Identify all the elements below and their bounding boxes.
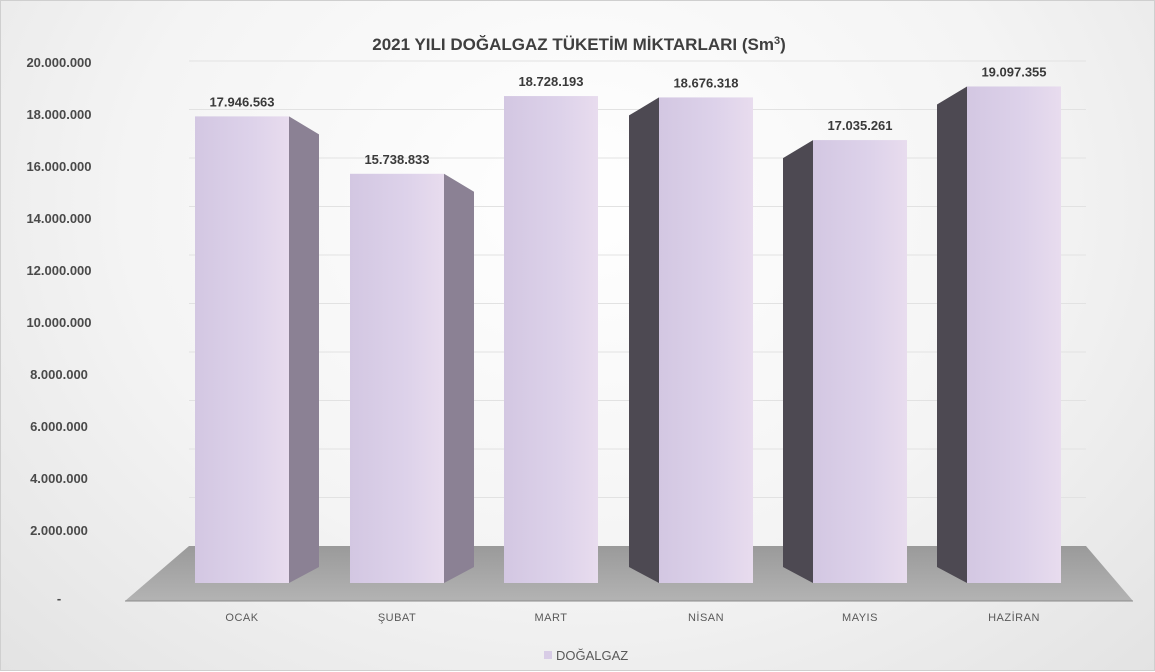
y-tick-label: 14.000.000 <box>26 211 91 226</box>
y-tick-label: 4.000.000 <box>30 471 88 486</box>
data-label: 15.738.833 <box>364 152 429 167</box>
bar-side-face <box>783 140 813 583</box>
data-label: 19.097.355 <box>981 64 1046 79</box>
y-tick-label: 10.000.000 <box>26 315 91 330</box>
y-tick-label: 2.000.000 <box>30 523 88 538</box>
bar-column: 18.728.193 <box>504 74 598 583</box>
y-tick-label: 8.000.000 <box>30 367 88 382</box>
bar-side-face <box>444 173 474 583</box>
y-tick-label: 12.000.000 <box>26 263 91 278</box>
legend-label: DOĞALGAZ <box>556 648 628 663</box>
bar-column: 15.738.833 <box>350 152 474 583</box>
y-tick-label: 20.000.000 <box>26 55 91 70</box>
x-category-label: OCAK <box>225 612 258 624</box>
bar <box>967 86 1061 583</box>
data-label: 17.035.261 <box>827 118 892 133</box>
bar <box>504 96 598 583</box>
y-tick-label: 6.000.000 <box>30 419 88 434</box>
bar <box>659 97 753 583</box>
bar-column: 19.097.355 <box>937 64 1061 583</box>
x-category-label: MAYIS <box>842 612 878 624</box>
bar <box>195 116 289 584</box>
x-axis-categories: OCAK ŞUBAT MART NİSAN MAYIS HAZİRAN <box>225 611 1039 624</box>
legend-swatch <box>544 651 552 659</box>
x-category-label: NİSAN <box>688 611 724 624</box>
x-category-label: ŞUBAT <box>378 612 416 624</box>
y-tick-label: 16.000.000 <box>26 159 91 174</box>
chart-title: 2021 YILI DOĞALGAZ TÜKETİM MİKTARLARI (S… <box>372 35 786 54</box>
bar <box>350 173 444 583</box>
y-axis-ticks: - 2.000.000 4.000.000 6.000.000 8.000.000 10.… <box>26 55 91 606</box>
bar-column: 18.676.318 <box>629 75 753 583</box>
x-category-label: HAZİRAN <box>988 611 1040 624</box>
y-tick-label: 18.000.000 <box>26 107 91 122</box>
data-label: 18.676.318 <box>673 75 738 90</box>
bars-group: 17.946.563 15.738.833 18.728.193 18.676.318… <box>195 64 1061 584</box>
data-label: 17.946.563 <box>209 94 274 109</box>
y-tick-label: - <box>57 591 61 606</box>
bar-column: 17.946.563 <box>195 94 319 584</box>
bar-side-face <box>629 97 659 583</box>
data-label: 18.728.193 <box>518 74 583 89</box>
bar-side-face <box>937 86 967 583</box>
bar-side-face <box>289 116 319 584</box>
bar <box>813 140 907 583</box>
bar-column: 17.035.261 <box>783 118 907 583</box>
legend: DOĞALGAZ <box>544 648 628 663</box>
x-category-label: MART <box>535 612 568 624</box>
